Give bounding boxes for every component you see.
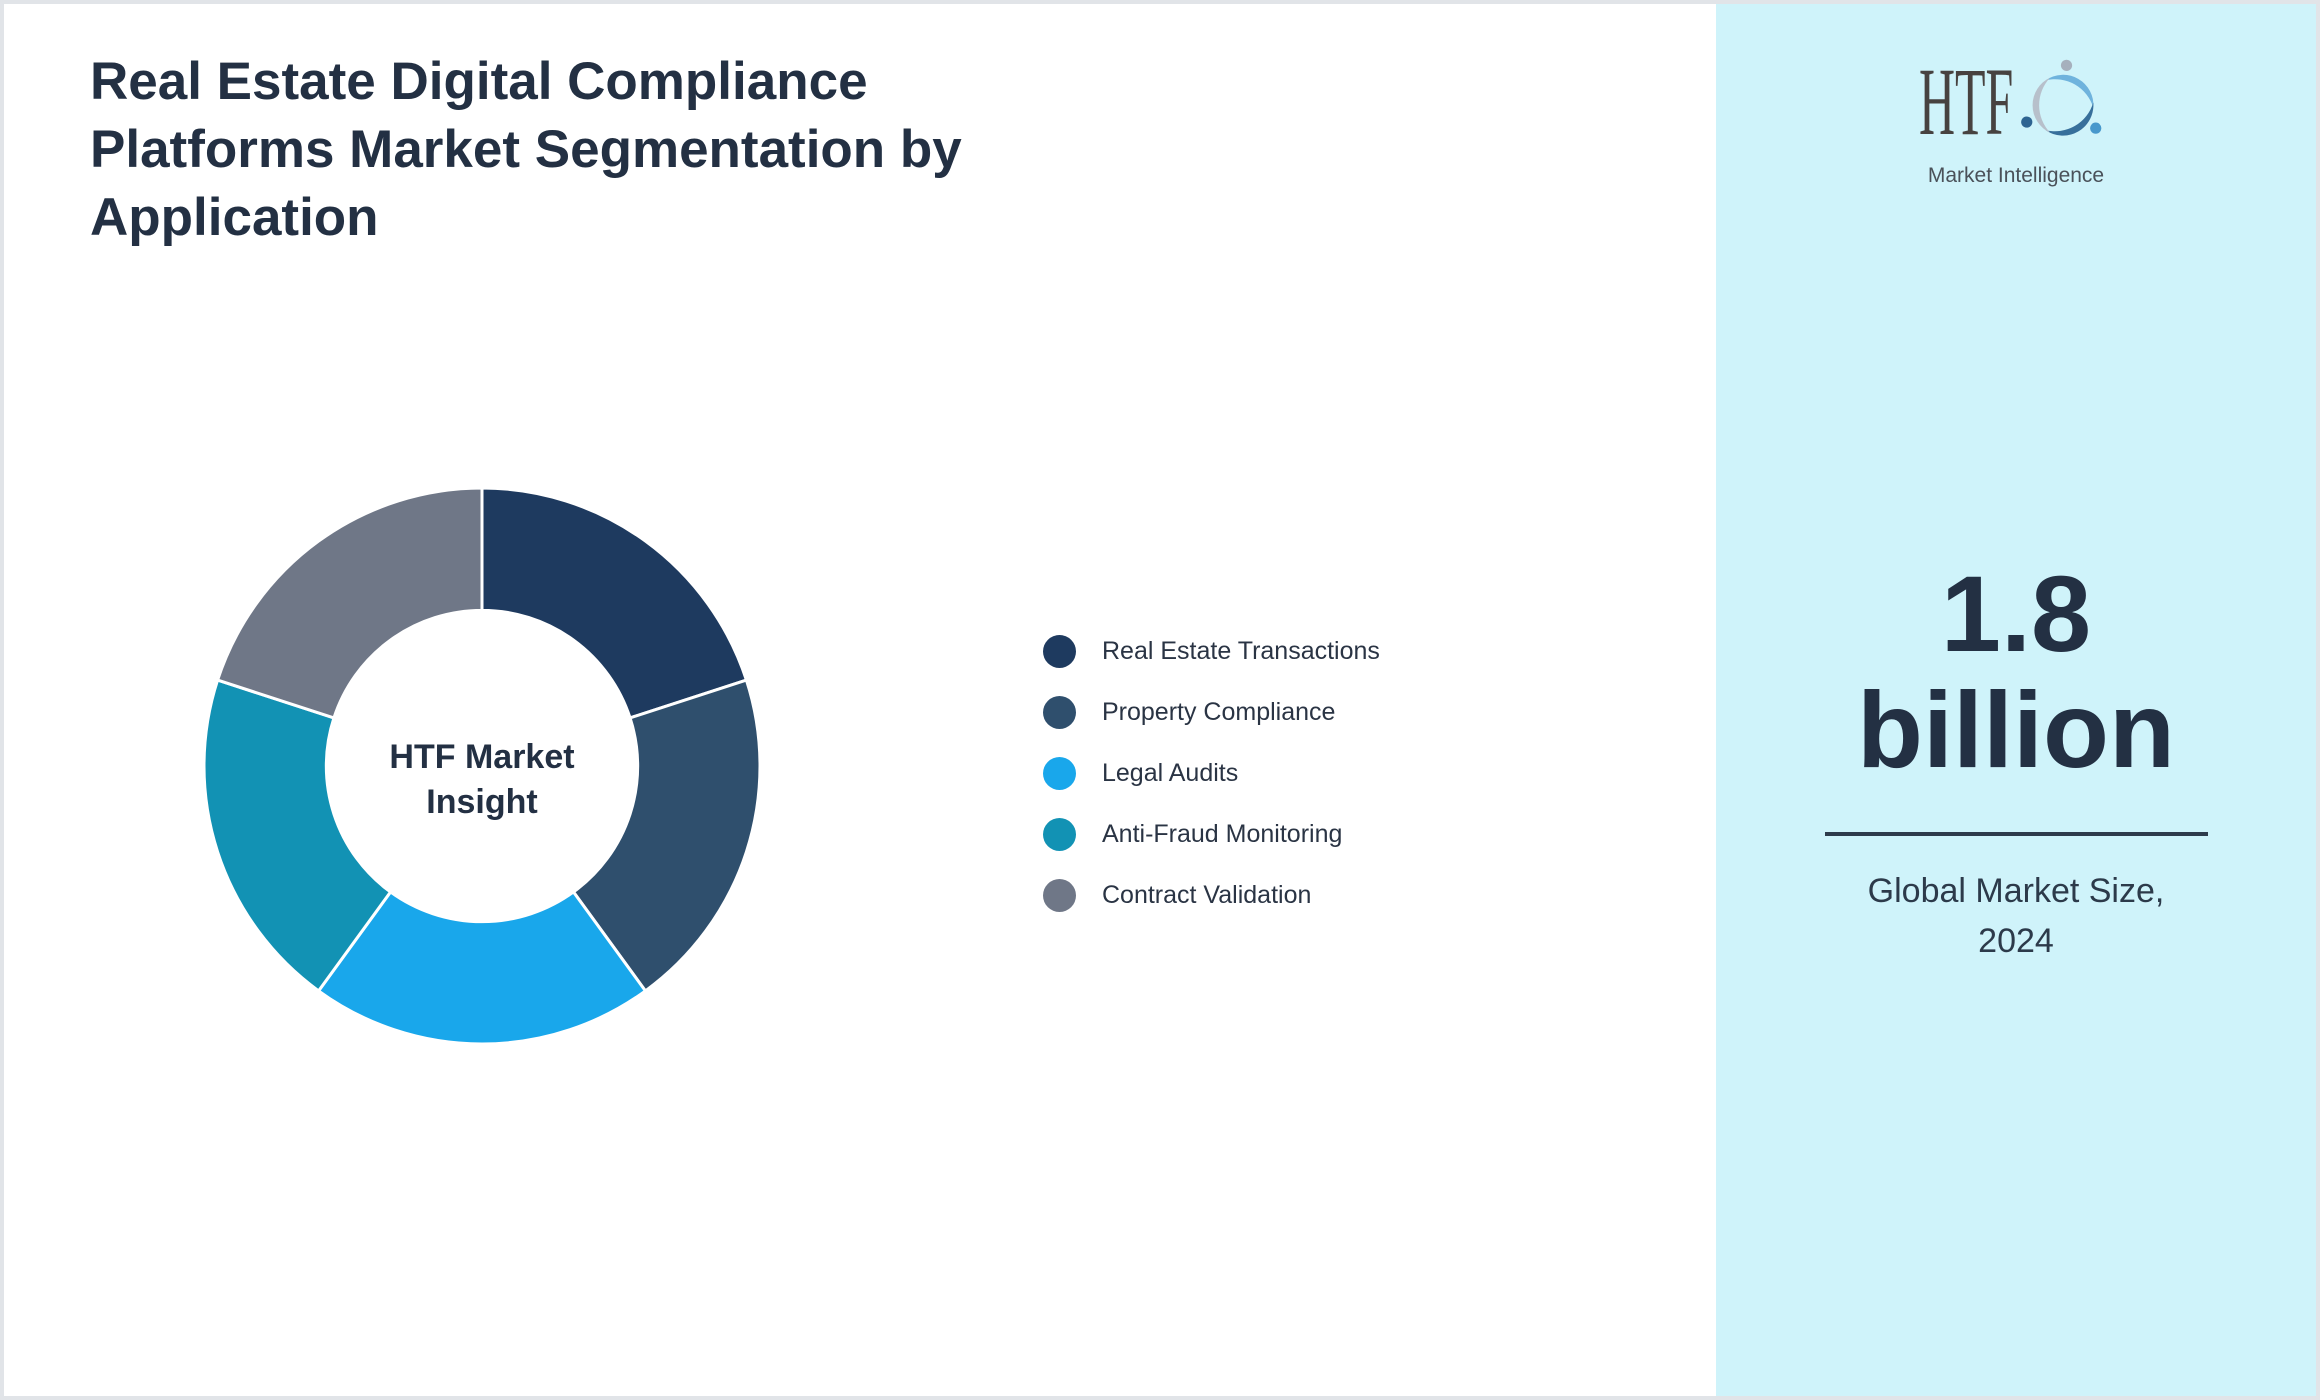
legend-item: Contract Validation xyxy=(1043,879,1380,912)
legend-label: Anti-Fraud Monitoring xyxy=(1102,820,1343,848)
donut-segment-1 xyxy=(480,486,749,720)
legend-item: Anti-Fraud Monitoring xyxy=(1043,818,1380,851)
legend-swatch-icon xyxy=(1043,879,1076,912)
logo-brand-text: HTF xyxy=(1919,48,2014,155)
logo-subtitle: Market Intelligence xyxy=(1927,164,2105,187)
legend: Real Estate Transactions Property Complia… xyxy=(1043,635,1380,912)
legend-label: Legal Audits xyxy=(1102,759,1239,787)
legend-label: Property Compliance xyxy=(1102,698,1336,726)
market-size-block: 1.8 billion Global Market Size, 2024 xyxy=(1716,556,2316,966)
htf-logo: HTF Market Intelligence xyxy=(1716,52,2316,188)
legend-swatch-icon xyxy=(1043,757,1076,790)
legend-swatch-icon xyxy=(1043,696,1076,729)
legend-swatch-icon xyxy=(1043,635,1076,668)
donut-segment-5 xyxy=(215,486,484,720)
donut-center-label: HTF Market Insight xyxy=(389,738,575,821)
donut-chart xyxy=(202,486,762,1046)
legend-item: Real Estate Transactions xyxy=(1043,635,1380,668)
market-size-caption: Global Market Size, 2024 xyxy=(1867,872,2165,960)
logo-row: HTF xyxy=(1919,52,2111,158)
legend-item: Legal Audits xyxy=(1043,757,1380,790)
legend-swatch-icon xyxy=(1043,818,1076,851)
donut-segment-3 xyxy=(316,889,648,1046)
legend-label: Contract Validation xyxy=(1102,881,1312,909)
market-size-value: 1.8 billion xyxy=(1857,553,2175,790)
dolphin-logo-icon xyxy=(2021,59,2102,136)
sidebar: HTF Market Intelligence xyxy=(1716,4,2316,1396)
legend-label: Real Estate Transactions xyxy=(1102,637,1380,665)
donut-segment-4 xyxy=(202,678,393,994)
legend-item: Property Compliance xyxy=(1043,696,1380,729)
page-title: Real Estate Digital Compliance Platforms… xyxy=(90,52,962,247)
divider-line xyxy=(1824,832,2208,836)
donut-segment-2 xyxy=(571,678,762,994)
